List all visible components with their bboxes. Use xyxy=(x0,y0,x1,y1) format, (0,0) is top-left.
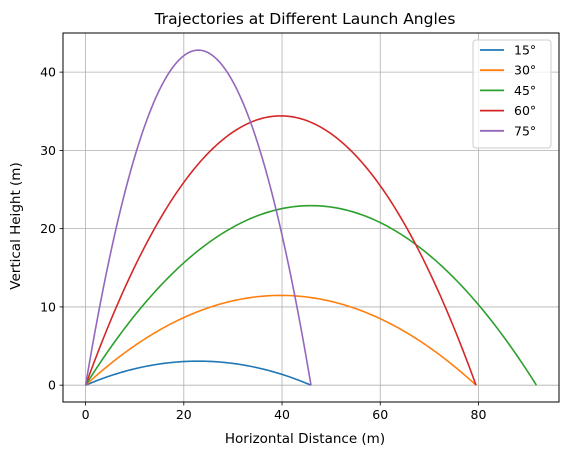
legend-label: 75° xyxy=(514,123,536,138)
x-tick-label: 60 xyxy=(372,407,388,422)
legend-label: 45° xyxy=(514,83,536,98)
x-tick-label: 40 xyxy=(274,407,290,422)
y-tick-label: 40 xyxy=(40,65,56,80)
legend-box xyxy=(473,40,551,148)
legend-label: 60° xyxy=(514,103,536,118)
x-tick-label: 80 xyxy=(471,407,487,422)
y-tick-label: 10 xyxy=(40,299,56,314)
x-axis-label: Horizontal Distance (m) xyxy=(225,431,385,447)
legend-label: 15° xyxy=(514,43,536,58)
x-tick-label: 0 xyxy=(82,407,90,422)
chart-title: Trajectories at Different Launch Angles xyxy=(154,10,456,28)
y-axis-label: Vertical Height (m) xyxy=(8,162,24,289)
x-tick-label: 20 xyxy=(176,407,192,422)
y-tick-label: 20 xyxy=(40,221,56,236)
legend: 15° 30° 45° 60° 75° xyxy=(473,40,551,148)
y-tick-label: 30 xyxy=(40,143,56,158)
legend-label: 30° xyxy=(514,63,536,78)
y-tick-label: 0 xyxy=(48,378,56,393)
